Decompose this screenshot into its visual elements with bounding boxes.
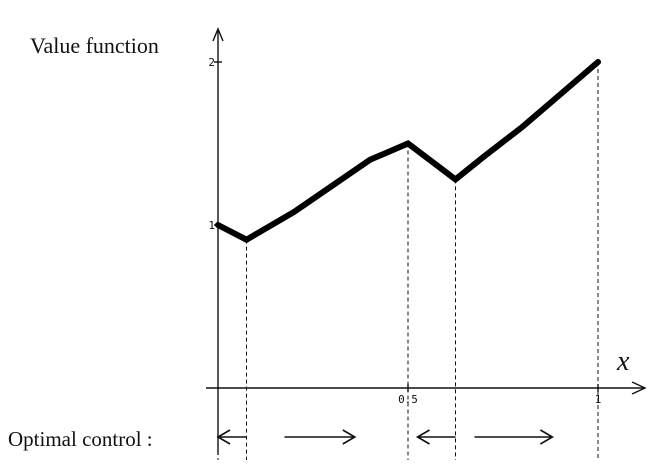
x-tick-label-1: 1 bbox=[595, 393, 602, 406]
y-axis-label: Value function bbox=[30, 33, 159, 58]
x-axis-arrowhead bbox=[631, 381, 647, 395]
y-axis-arrowhead bbox=[212, 27, 224, 42]
value-function-curve bbox=[215, 59, 601, 244]
x-tick-label-0: 0.5 bbox=[398, 393, 418, 406]
x-axis-label: x bbox=[616, 346, 630, 377]
switch-point-guides bbox=[217, 62, 599, 460]
control-arrow-right-1 bbox=[284, 429, 357, 445]
control-arrow-left-0 bbox=[216, 429, 247, 445]
y-tick-label-0: 1 bbox=[208, 219, 215, 232]
control-arrow-left-2 bbox=[415, 429, 456, 445]
control-arrow-right-3 bbox=[474, 429, 554, 445]
y-tick-label-1: 2 bbox=[208, 56, 215, 69]
optimal-control-label: Optimal control : bbox=[8, 427, 153, 451]
axis-ticks: 0.5 1 1 2 bbox=[208, 56, 601, 406]
control-arrows bbox=[216, 429, 554, 445]
